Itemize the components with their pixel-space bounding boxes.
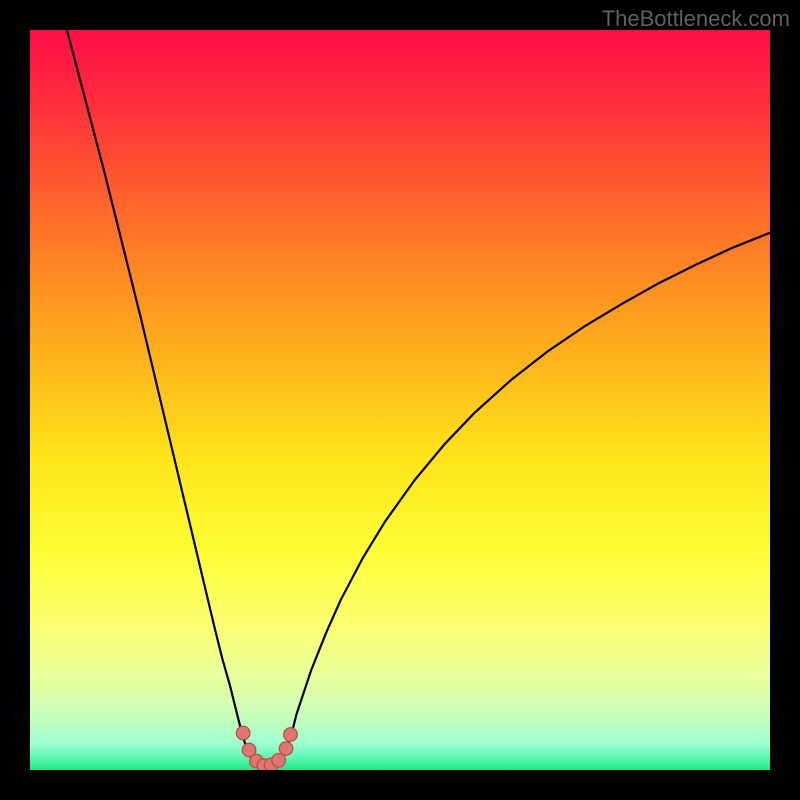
marker-point bbox=[272, 754, 286, 768]
marker-point bbox=[236, 726, 250, 740]
chart-frame: TheBottleneck.com bbox=[0, 0, 800, 800]
plot-area bbox=[30, 30, 770, 770]
plot-svg bbox=[30, 30, 770, 770]
watermark-text: TheBottleneck.com bbox=[602, 6, 790, 32]
bottleneck-markers bbox=[236, 726, 297, 770]
bottleneck-curve bbox=[67, 30, 770, 766]
marker-point bbox=[284, 728, 298, 742]
marker-point bbox=[279, 742, 293, 756]
